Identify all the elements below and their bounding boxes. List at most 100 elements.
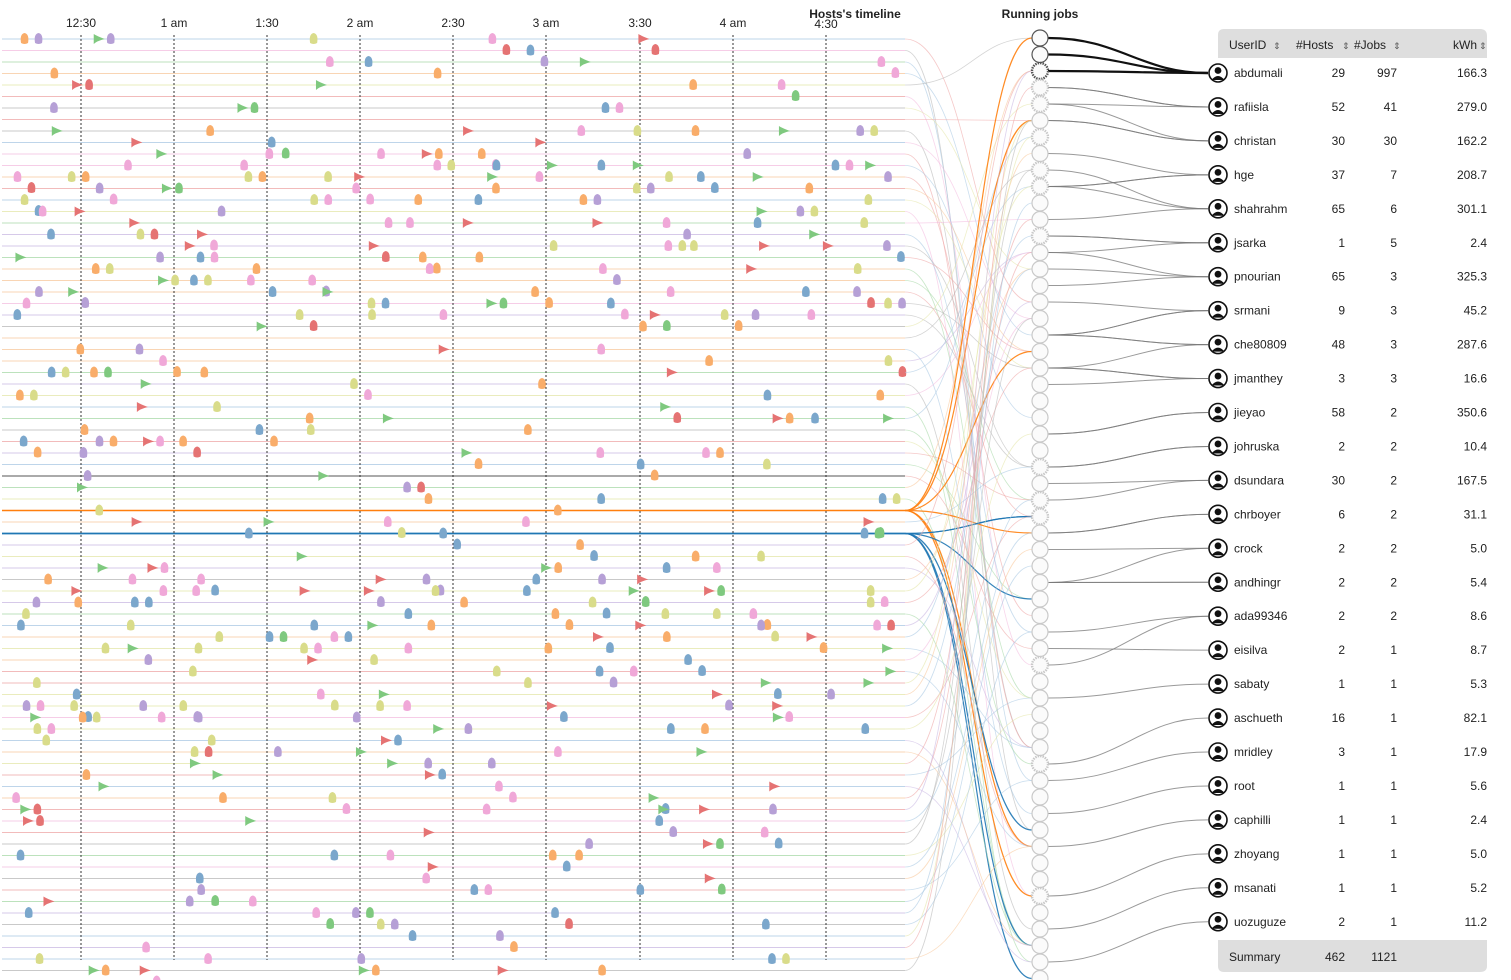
job-node[interactable]	[1030, 754, 1050, 774]
job-marker[interactable]	[658, 804, 670, 815]
job-marker[interactable]	[691, 550, 700, 562]
job-marker[interactable]	[61, 366, 70, 378]
job-marker[interactable]	[690, 240, 698, 251]
job-node[interactable]	[1031, 953, 1049, 971]
job-marker[interactable]	[316, 688, 325, 700]
job-node[interactable]	[1031, 920, 1049, 938]
job-marker[interactable]	[702, 839, 714, 849]
job-marker[interactable]	[662, 217, 671, 228]
job-marker[interactable]	[433, 159, 442, 171]
job-marker[interactable]	[546, 701, 558, 711]
job-marker[interactable]	[699, 804, 711, 815]
job-marker[interactable]	[753, 217, 762, 228]
job-marker[interactable]	[607, 297, 615, 309]
job-marker[interactable]	[531, 286, 539, 297]
job-marker[interactable]	[756, 206, 768, 217]
job-marker[interactable]	[382, 413, 394, 424]
user-row[interactable]: srmani 9 3 45.2	[1208, 300, 1487, 321]
header-kwh[interactable]: kWh	[1453, 38, 1477, 52]
job-marker[interactable]	[265, 148, 274, 159]
job-marker[interactable]	[613, 274, 621, 285]
user-row[interactable]: mridley 3 1 17.9	[1208, 742, 1487, 762]
job-marker[interactable]	[81, 297, 90, 308]
job-marker[interactable]	[720, 309, 729, 320]
job-marker[interactable]	[590, 550, 598, 561]
job-marker[interactable]	[376, 918, 385, 930]
job-marker[interactable]	[774, 688, 782, 699]
job-marker[interactable]	[109, 435, 118, 447]
job-marker[interactable]	[439, 309, 448, 320]
job-marker[interactable]	[717, 585, 725, 596]
job-marker[interactable]	[206, 125, 215, 136]
job-marker[interactable]	[88, 965, 100, 976]
job-marker[interactable]	[892, 493, 901, 504]
job-marker[interactable]	[484, 884, 493, 895]
job-marker[interactable]	[129, 218, 141, 228]
job-marker[interactable]	[314, 642, 322, 654]
job-marker[interactable]	[24, 907, 33, 918]
job-marker[interactable]	[383, 516, 392, 527]
job-marker[interactable]	[190, 746, 199, 757]
job-marker[interactable]	[424, 770, 436, 780]
job-marker[interactable]	[482, 803, 491, 815]
job-marker[interactable]	[124, 159, 132, 171]
job-marker[interactable]	[646, 182, 655, 194]
job-marker[interactable]	[352, 711, 361, 723]
job-marker[interactable]	[20, 33, 29, 44]
job-marker[interactable]	[711, 689, 723, 700]
job-node[interactable]	[1031, 210, 1049, 229]
job-marker[interactable]	[648, 793, 660, 803]
job-marker[interactable]	[510, 941, 518, 952]
job-marker[interactable]	[179, 435, 187, 447]
job-marker[interactable]	[358, 965, 370, 976]
job-marker[interactable]	[660, 402, 672, 412]
job-marker[interactable]	[601, 102, 610, 113]
job-marker[interactable]	[705, 355, 713, 366]
job-marker[interactable]	[593, 194, 602, 205]
job-marker[interactable]	[268, 286, 277, 297]
job-marker[interactable]	[771, 630, 779, 642]
job-marker[interactable]	[805, 182, 814, 194]
job-marker[interactable]	[669, 826, 678, 837]
job-marker[interactable]	[357, 953, 366, 964]
job-marker[interactable]	[375, 574, 387, 585]
job-marker[interactable]	[462, 218, 474, 228]
job-marker[interactable]	[324, 171, 332, 182]
user-row[interactable]: pnourian 65 3 325.3	[1208, 266, 1487, 287]
job-marker[interactable]	[883, 413, 895, 424]
job-marker[interactable]	[807, 309, 816, 320]
job-marker[interactable]	[106, 33, 115, 44]
job-marker[interactable]	[649, 310, 661, 320]
job-marker[interactable]	[139, 700, 148, 711]
job-marker[interactable]	[404, 642, 413, 654]
job-marker[interactable]	[431, 585, 440, 596]
job-marker[interactable]	[884, 171, 892, 182]
job-marker[interactable]	[22, 297, 31, 309]
job-marker[interactable]	[245, 816, 257, 826]
job-marker[interactable]	[538, 378, 546, 389]
job-marker[interactable]	[599, 263, 607, 274]
job-marker[interactable]	[315, 80, 327, 90]
job-marker[interactable]	[22, 700, 31, 711]
job-marker[interactable]	[95, 504, 104, 516]
job-marker[interactable]	[90, 366, 98, 378]
job-marker[interactable]	[32, 596, 41, 608]
job-marker[interactable]	[144, 596, 153, 608]
job-marker[interactable]	[877, 56, 886, 67]
job-marker[interactable]	[156, 149, 168, 159]
job-node[interactable]	[1031, 359, 1049, 377]
job-node[interactable]	[1030, 78, 1050, 97]
job-marker[interactable]	[245, 527, 253, 539]
job-marker[interactable]	[433, 67, 442, 79]
job-marker[interactable]	[701, 723, 709, 734]
job-marker[interactable]	[342, 803, 351, 814]
job-marker[interactable]	[142, 941, 150, 953]
job-marker[interactable]	[598, 573, 606, 585]
user-row[interactable]: caphilli 1 1 2.4	[1208, 810, 1487, 830]
job-marker[interactable]	[474, 194, 483, 205]
job-marker[interactable]	[139, 965, 151, 976]
job-marker[interactable]	[38, 205, 47, 217]
job-marker[interactable]	[366, 907, 374, 918]
job-marker[interactable]	[204, 274, 212, 286]
job-marker[interactable]	[326, 918, 335, 929]
